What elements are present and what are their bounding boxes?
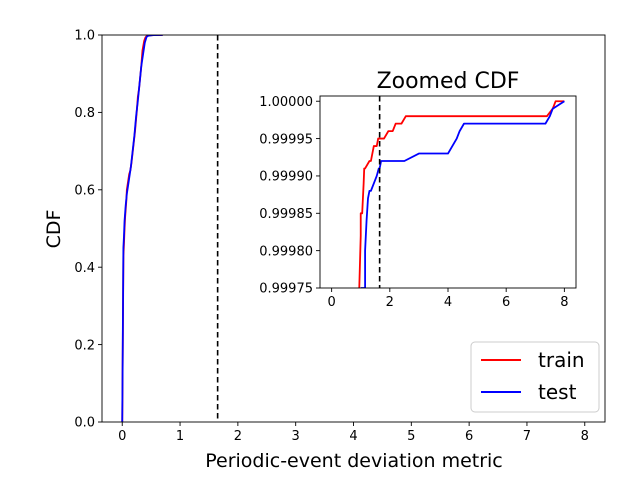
legend-train-label: train <box>538 348 585 372</box>
main-y-tick-label: 0.6 <box>74 183 95 198</box>
inset-y-tick-label: 0.99980 <box>259 244 313 259</box>
main-y-tick-label: 0.2 <box>74 338 95 353</box>
inset-x-tick-label: 0 <box>327 295 335 310</box>
inset-series-layer <box>358 100 565 288</box>
main-x-tick-label: 7 <box>523 429 531 444</box>
inset-y-tick-label: 0.99990 <box>259 170 313 185</box>
main-x-tick-label: 2 <box>234 429 242 444</box>
main-x-tick-label: 5 <box>407 429 415 444</box>
inset-background <box>320 96 576 288</box>
inset-series-test <box>360 100 565 288</box>
main-series-layer <box>121 35 163 422</box>
main-x-tick-label: 6 <box>465 429 473 444</box>
main-x-tick-label: 3 <box>292 429 300 444</box>
inset-y-axis-ticks: 0.99975 0.99980 0.99985 0.99990 0.99995 1.000… <box>259 95 320 297</box>
main-x-tick-label: 1 <box>176 429 184 444</box>
main-series-test <box>121 35 163 422</box>
inset-y-tick-label: 0.99995 <box>259 132 313 147</box>
main-y-axis-label: CDF <box>43 210 65 249</box>
main-y-tick-label: 0.4 <box>74 261 95 276</box>
main-y-tick-label: 0.8 <box>74 106 95 121</box>
inset-title: Zoomed CDF <box>377 69 520 94</box>
main-plot: 0 1 2 3 4 5 6 7 8 0.0 0.2 0.4 0.6 0.8 1.0 Periodic-ev… <box>43 29 606 472</box>
inset-x-tick-label: 6 <box>502 295 510 310</box>
inset-x-axis-ticks: 0 2 4 6 8 <box>327 288 569 310</box>
main-x-axis-ticks: 0 1 2 3 4 5 6 7 8 <box>118 422 589 444</box>
inset-x-tick-label: 8 <box>560 295 568 310</box>
main-x-axis-label: Periodic-event deviation metric <box>205 450 503 472</box>
inset-y-tick-label: 0.99975 <box>259 282 313 297</box>
inset-plot: 0 2 4 6 8 0.99975 0.99980 0.99985 0.99990 0.9999… <box>259 69 577 310</box>
inset-series-train <box>358 100 565 288</box>
main-y-tick-label: 0.0 <box>74 416 95 431</box>
inset-x-tick-label: 2 <box>386 295 394 310</box>
legend-test-label: test <box>538 380 577 404</box>
main-x-tick-label: 0 <box>118 429 126 444</box>
inset-y-tick-label: 1.00000 <box>259 95 313 110</box>
main-x-tick-label: 4 <box>349 429 357 444</box>
legend: train test <box>470 341 600 413</box>
main-y-tick-label: 1.0 <box>74 29 95 44</box>
main-y-axis-ticks: 0.0 0.2 0.4 0.6 0.8 1.0 <box>74 29 102 431</box>
main-x-tick-label: 8 <box>581 429 589 444</box>
inset-y-tick-label: 0.99985 <box>259 207 313 222</box>
inset-x-tick-label: 4 <box>444 295 452 310</box>
